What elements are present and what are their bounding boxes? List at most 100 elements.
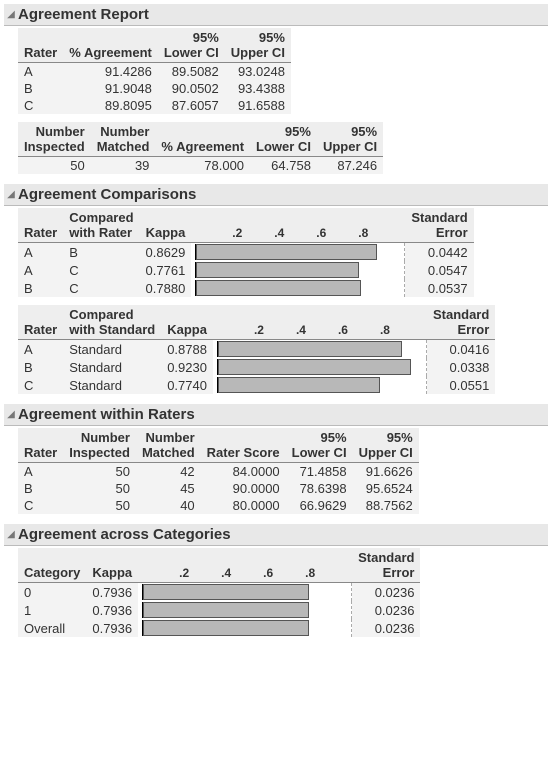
bar-axis-header: .2 .4 .6 .8	[191, 208, 405, 243]
kappa-bar-cell	[191, 261, 405, 279]
disclosure-triangle-icon: ◢	[4, 8, 18, 22]
section-header-comparisons[interactable]: ◢ Agreement Comparisons	[4, 184, 548, 206]
kappa-bar-cell	[213, 340, 427, 359]
axis-tick-label: .2	[254, 323, 264, 337]
column-header: Rater	[18, 28, 63, 63]
table-row: 503978.00064.75887.246	[18, 157, 383, 175]
table-cell: 0.0416	[427, 340, 495, 359]
table-cell: 93.0248	[225, 63, 291, 81]
table-cell: 91.6626	[353, 463, 419, 481]
table-cell: 0.7740	[161, 376, 213, 394]
table-cell: 89.8095	[63, 97, 158, 114]
section-header-within[interactable]: ◢ Agreement within Raters	[4, 404, 548, 426]
column-header: % Agreement	[63, 28, 158, 63]
column-header: Kappa	[86, 548, 138, 583]
table-row: Overall0.79360.0236	[18, 619, 420, 637]
table-cell: 50	[18, 157, 91, 175]
section-title: Agreement within Raters	[18, 406, 195, 423]
column-header: 95%Upper CI	[353, 428, 419, 463]
comparisons-rater-table: RaterComparedwith RaterKappa.2.4.6.8Stan…	[18, 208, 474, 297]
table-cell: 90.0502	[158, 80, 225, 97]
kappa-bar-cell	[191, 279, 405, 297]
table-cell: 89.5082	[158, 63, 225, 81]
table-cell: 45	[136, 480, 201, 497]
table-row: A91.428689.508293.0248	[18, 63, 291, 81]
table-cell: 87.6057	[158, 97, 225, 114]
table-cell: 71.4858	[286, 463, 353, 481]
within-table: RaterNumberInspectedNumberMatchedRater S…	[18, 428, 419, 514]
table-row: CStandard0.77400.0551	[18, 376, 495, 394]
table-cell: 0.0236	[352, 601, 420, 619]
table-row: BC0.78800.0537	[18, 279, 474, 297]
table-cell: 0.0442	[405, 243, 473, 262]
kappa-bar-fill	[218, 377, 380, 393]
table-cell: 78.6398	[286, 480, 353, 497]
table-cell: 0.7936	[86, 583, 138, 602]
table-cell: B	[18, 80, 63, 97]
column-header: 95%Upper CI	[225, 28, 291, 63]
kappa-bar-fill	[218, 359, 411, 375]
section-agreement-across: ◢ Agreement across Categories CategoryKa…	[4, 524, 548, 643]
section-header-report[interactable]: ◢ Agreement Report	[4, 4, 548, 26]
table-cell: 42	[136, 463, 201, 481]
table-cell: C	[63, 261, 139, 279]
table-cell: 0.7761	[140, 261, 192, 279]
table-cell: 1	[18, 601, 86, 619]
table-row: C504080.000066.962988.7562	[18, 497, 419, 514]
table-cell: B	[63, 243, 139, 262]
section-body-within: RaterNumberInspectedNumberMatchedRater S…	[4, 426, 548, 520]
section-agreement-report: ◢ Agreement Report Rater% Agreement95%Lo…	[4, 4, 548, 180]
table-cell: B	[18, 279, 63, 297]
column-header: NumberMatched	[91, 122, 156, 157]
table-cell: 50	[63, 497, 136, 514]
table-cell: B	[18, 358, 63, 376]
table-cell: 88.7562	[353, 497, 419, 514]
table-cell: 0.0236	[352, 583, 420, 602]
column-header: StandardError	[427, 305, 495, 340]
axis-tick-label: .8	[305, 566, 315, 580]
table-cell: C	[63, 279, 139, 297]
table-cell: Overall	[18, 619, 86, 637]
axis-tick-label: .6	[263, 566, 273, 580]
table-cell: 95.6524	[353, 480, 419, 497]
table-cell: 64.758	[250, 157, 317, 175]
axis-tick-label: .6	[316, 226, 326, 240]
section-body-report: Rater% Agreement95%Lower CI95%Upper CI A…	[4, 26, 548, 180]
column-header: Comparedwith Rater	[63, 208, 139, 243]
table-cell: Standard	[63, 358, 161, 376]
table-cell: A	[18, 243, 63, 262]
kappa-bar-cell	[138, 601, 352, 619]
table-cell: 66.9629	[286, 497, 353, 514]
table-row: 10.79360.0236	[18, 601, 420, 619]
disclosure-triangle-icon: ◢	[4, 408, 18, 422]
table-cell: A	[18, 261, 63, 279]
column-header: 95%Lower CI	[158, 28, 225, 63]
section-title: Agreement across Categories	[18, 526, 231, 543]
axis-tick-label: .2	[232, 226, 242, 240]
table-cell: 0.0551	[427, 376, 495, 394]
table-row: C89.809587.605791.6588	[18, 97, 291, 114]
column-header: NumberInspected	[18, 122, 91, 157]
across-table: CategoryKappa.2.4.6.8StandardError 00.79…	[18, 548, 420, 637]
table-row: BStandard0.92300.0338	[18, 358, 495, 376]
kappa-bar-cell	[213, 358, 427, 376]
table-cell: 50	[63, 463, 136, 481]
table-row: 00.79360.0236	[18, 583, 420, 602]
kappa-bar-cell	[138, 619, 352, 637]
table-row: A504284.000071.485891.6626	[18, 463, 419, 481]
table-cell: 0.7936	[86, 619, 138, 637]
axis-tick-label: .8	[358, 226, 368, 240]
axis-tick-label: .4	[274, 226, 284, 240]
table-cell: Standard	[63, 340, 161, 359]
section-agreement-comparisons: ◢ Agreement Comparisons RaterComparedwit…	[4, 184, 548, 400]
column-header: Comparedwith Standard	[63, 305, 161, 340]
table-cell: B	[18, 480, 63, 497]
table-cell: Standard	[63, 376, 161, 394]
table-cell: C	[18, 97, 63, 114]
section-header-across[interactable]: ◢ Agreement across Categories	[4, 524, 548, 546]
disclosure-triangle-icon: ◢	[4, 528, 18, 542]
table-row: AStandard0.87880.0416	[18, 340, 495, 359]
comparisons-standard-table: RaterComparedwith StandardKappa.2.4.6.8S…	[18, 305, 495, 394]
column-header: 95%Lower CI	[250, 122, 317, 157]
kappa-bar-fill	[196, 280, 361, 296]
